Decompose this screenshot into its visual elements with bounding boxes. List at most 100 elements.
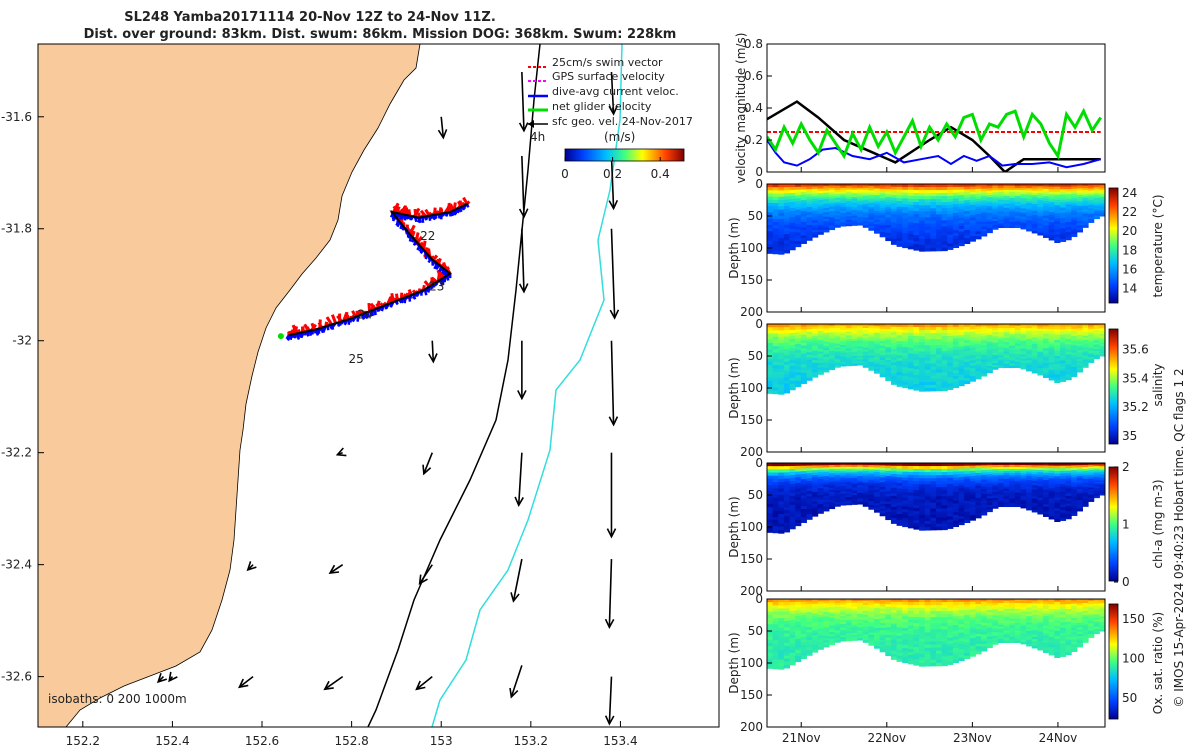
temperature-cell [919,202,925,206]
salinity-cell [902,344,908,347]
chla-cell [897,483,903,486]
salinity-cell [925,342,931,346]
oxygen-cell [767,615,773,619]
temperature-cell [902,245,908,248]
salinity-cell [795,367,801,370]
chla-cell [919,527,925,531]
temperature-cell [930,187,936,191]
day-label: 23 [429,279,444,293]
salinity-cell [790,354,796,357]
chla-cell [930,503,936,507]
map-y-tick-label: -31.6 [1,110,32,124]
temperature-cell [784,200,790,204]
salinity-cell [942,345,948,349]
chla-cell [790,463,796,466]
chla-cell [897,486,903,489]
salinity-cell [795,361,801,364]
swim-vector [416,232,418,241]
salinity-cell [987,370,993,373]
oxygen-cell [778,612,784,616]
chla-cell [925,518,931,522]
chla-colorbar-tick-label: 2 [1122,460,1130,474]
temperature-cell [913,208,919,212]
temperature-cell [953,216,959,219]
salinity-cell [936,370,942,374]
temperature-cell [919,245,925,249]
salinity-cell [1082,365,1088,367]
chla-cell [930,527,936,531]
temperature-cell [925,236,931,240]
chla-cell [930,512,936,516]
salinity-cell [942,369,948,373]
chla-cell [795,511,801,514]
map-colorbar [565,149,684,161]
temperature-cell [773,235,779,239]
chla-cell [942,481,948,485]
salinity-cell [942,379,948,383]
salinity-cell [767,337,773,341]
temperature-cell [942,214,948,218]
temperature-cell [908,231,914,234]
salinity-cell [795,350,801,353]
temperature-cell [942,239,948,243]
salinity-cell [778,372,784,376]
temperature-cell [913,244,919,248]
chla-cell [840,503,846,505]
salinity-cell [925,379,931,383]
temperature-cell [767,193,773,197]
salinity-cell [942,342,948,346]
salinity-cell [897,324,903,327]
salinity-cell [953,367,959,370]
temperature-cell [908,213,914,216]
chla-cell [773,476,779,480]
temperature-cell [795,187,801,190]
oxygen-cell [795,650,801,653]
chla-cell [897,500,903,503]
chla-cell [784,469,790,473]
salinity-cell [925,345,931,349]
oxygen-cell [784,633,790,637]
salinity-cell [908,327,914,330]
temperature-cell [908,222,914,225]
chla-cell [925,481,931,485]
chla-cell [913,514,919,518]
salinity-cell [795,330,801,333]
salinity-cell [908,371,914,374]
salinity-cell [1043,375,1049,378]
salinity-cell [953,382,959,385]
salinity-cell [953,344,959,347]
oxygen-cell [767,605,773,609]
chla-cell [868,507,874,510]
chla-cell [773,514,779,518]
chla-cell [790,526,796,529]
chla-cell [947,517,953,520]
oxygen-cell [773,634,779,638]
salinity-cell [953,353,959,356]
oxygen-cell [778,621,784,625]
oxygen-cell [778,660,784,664]
salinity-cell [784,352,790,356]
chla-cell [790,517,796,520]
temperature-cell [942,229,948,233]
salinity-y-label: Depth (m) [727,357,741,418]
temperature-cell [795,190,801,193]
salinity-cell [925,388,931,392]
chla-cell [784,504,790,508]
temperature-cell [897,204,903,207]
chla-cell [913,490,919,494]
salinity-cell [913,336,919,340]
chla-cell [790,496,796,499]
temperature-cell [773,209,779,213]
oxygen-cell [806,653,812,656]
chla-cell [902,503,908,506]
chla-cell [795,509,801,512]
salinity-cell [773,346,779,350]
salinity-cell [942,385,948,389]
temperature-cell [942,245,948,249]
chla-cell [897,491,903,494]
temperature-cell [795,195,801,198]
chla-cell [767,479,773,483]
salinity-cell [790,324,796,327]
temperature-cell [913,202,919,206]
salinity-cell [897,350,903,353]
